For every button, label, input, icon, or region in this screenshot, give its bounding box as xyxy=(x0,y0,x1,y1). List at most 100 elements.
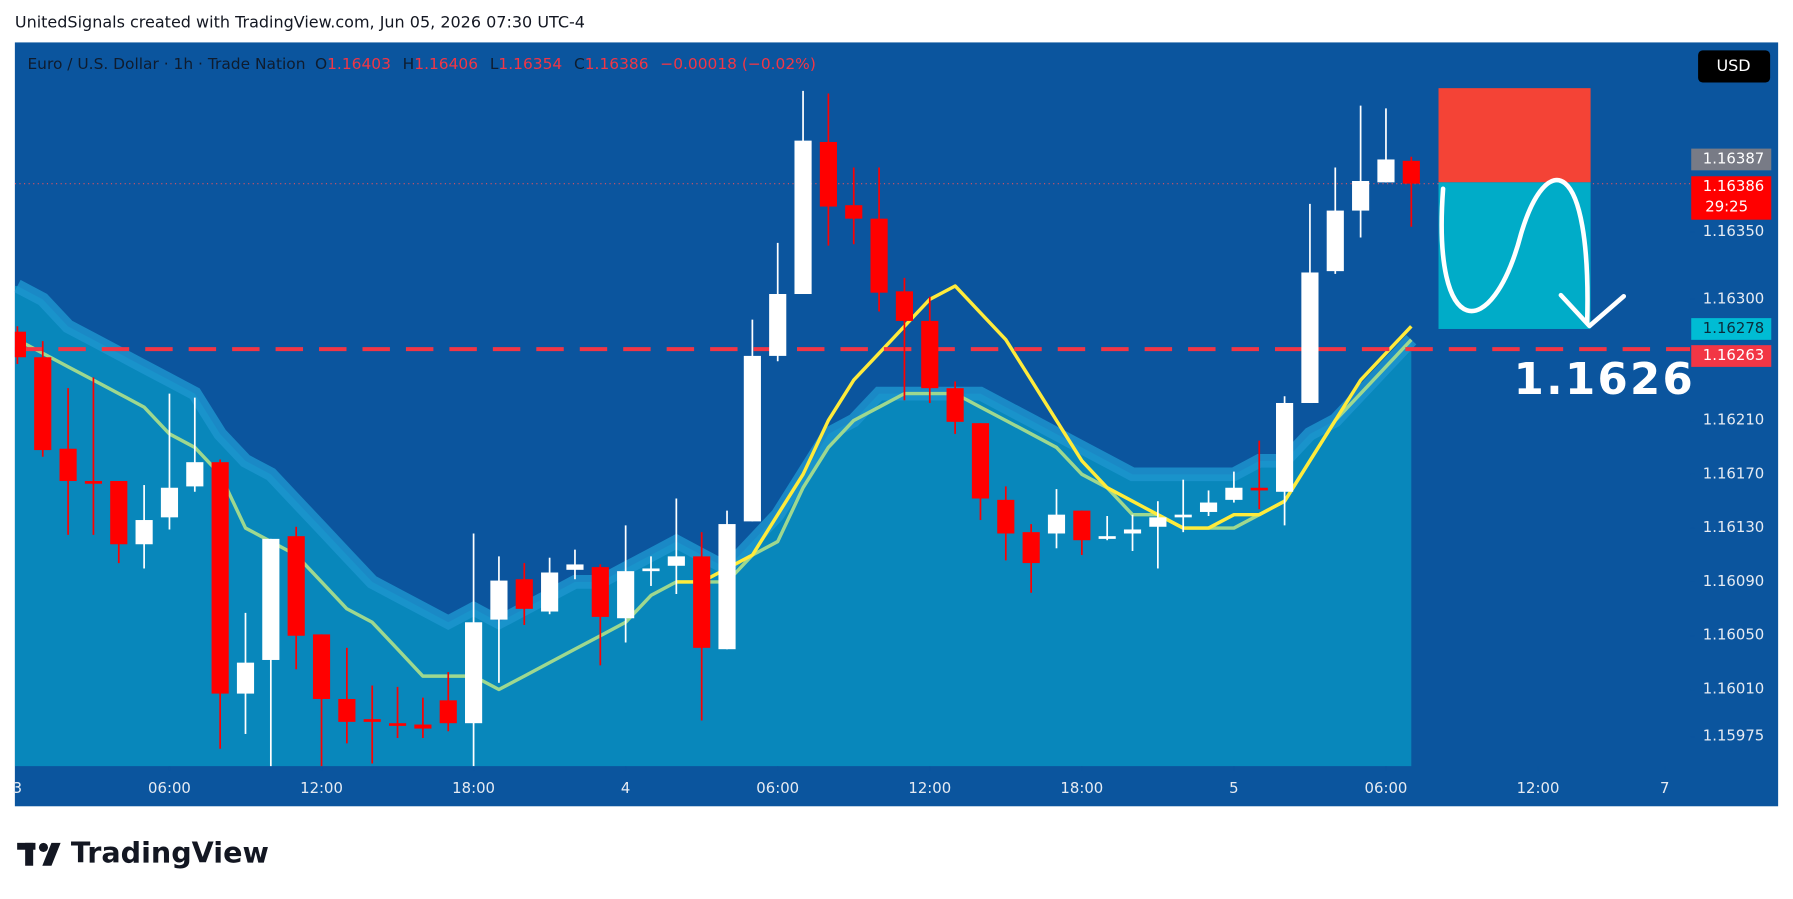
candle-body xyxy=(566,564,584,570)
x-tick-label: 06:00 xyxy=(756,779,799,797)
candle-body xyxy=(693,556,711,648)
candle-body xyxy=(769,294,787,356)
stop-zone xyxy=(1438,88,1591,183)
candle-body xyxy=(186,462,204,487)
candle-body xyxy=(34,357,52,451)
candle-body xyxy=(743,355,761,522)
legend-symbol: Euro / U.S. Dollar · 1h · Trade Nation xyxy=(27,55,305,73)
candle-body xyxy=(1047,514,1066,534)
price-label: 1.16386 xyxy=(1703,177,1764,195)
y-tick-label: 1.15975 xyxy=(1703,727,1764,745)
legend-key: O xyxy=(315,55,327,73)
level-annotation: 1.1626 xyxy=(1514,355,1695,405)
candle-body xyxy=(465,622,483,724)
candle-body xyxy=(490,580,508,620)
candle-body xyxy=(439,700,457,724)
candle-body xyxy=(591,567,609,617)
y-tick-label: 1.16210 xyxy=(1703,410,1764,428)
candle-body xyxy=(59,448,77,482)
candle-body xyxy=(287,536,305,636)
candle-body xyxy=(236,662,255,694)
candle-body xyxy=(135,520,153,545)
x-tick-label: 3 xyxy=(13,779,22,797)
x-tick-label: 18:00 xyxy=(1060,779,1103,797)
legend-change: −0.00018 (−0.02%) xyxy=(660,55,816,73)
header: UnitedSignals created with TradingView.c… xyxy=(15,12,585,31)
x-tick-label: 5 xyxy=(1229,779,1238,797)
logo-icon xyxy=(38,842,49,853)
candle-body xyxy=(1402,160,1420,184)
price-label-box xyxy=(1691,148,1772,171)
legend: Euro / U.S. Dollar · 1h · Trade Nation O… xyxy=(27,55,815,73)
area-fill xyxy=(14,285,1412,767)
candle-body xyxy=(414,724,432,729)
candle-body xyxy=(1123,529,1142,534)
candle-body xyxy=(1022,532,1040,564)
candle-body xyxy=(1073,510,1091,541)
price-countdown: 29:25 xyxy=(1705,198,1748,216)
price-label: 1.16278 xyxy=(1703,319,1764,337)
x-tick-label: 4 xyxy=(621,779,630,797)
candle-body xyxy=(1352,180,1370,211)
legend-value: 1.16386 xyxy=(585,55,649,73)
drawn-arrow-head xyxy=(1558,292,1627,329)
candle-body xyxy=(338,698,356,722)
candle-body xyxy=(1301,272,1319,403)
candle-body xyxy=(1098,536,1116,539)
y-tick-label: 1.16130 xyxy=(1703,518,1764,536)
candle-body xyxy=(997,499,1015,534)
candle-body xyxy=(388,723,407,726)
plot-area xyxy=(14,90,1691,767)
candle-body xyxy=(110,481,128,545)
candle-body xyxy=(84,481,103,484)
x-tick-label: 06:00 xyxy=(148,779,191,797)
candle-body xyxy=(794,140,812,295)
price-label-box xyxy=(1691,345,1772,367)
candle-body xyxy=(1199,502,1218,512)
candle-body xyxy=(1149,517,1167,527)
legend-value: 1.16406 xyxy=(414,55,478,73)
candle-body xyxy=(642,568,660,572)
candle-body xyxy=(541,572,559,612)
x-tick-label: 7 xyxy=(1660,779,1669,797)
x-tick-label: 18:00 xyxy=(452,779,495,797)
y-tick-label: 1.16050 xyxy=(1703,626,1764,644)
candle-body xyxy=(946,388,964,422)
y-tick-label: 1.16170 xyxy=(1703,464,1764,482)
currency[interactable]: USD xyxy=(1716,56,1750,75)
candle-body xyxy=(667,556,685,566)
candle-body xyxy=(1377,159,1395,183)
candle-body xyxy=(819,141,837,207)
x-tick-label: 12:00 xyxy=(1517,779,1560,797)
candle-body xyxy=(1276,402,1294,492)
logo xyxy=(17,842,61,866)
candle-body xyxy=(515,579,533,609)
legend-key: H xyxy=(403,55,415,73)
candle-body xyxy=(160,487,179,518)
overlay: 1.1626 1.16350 1.16300 1.16210 1.16170 1.1613… xyxy=(13,88,1772,797)
x-tick-label: 12:00 xyxy=(300,779,343,797)
logo-icon xyxy=(25,842,34,866)
candle-body xyxy=(718,524,736,650)
price-label: 1.16387 xyxy=(1703,149,1764,167)
currency-badge[interactable] xyxy=(1698,50,1771,83)
legend-key: C xyxy=(574,55,585,73)
candle-body xyxy=(1250,487,1268,491)
candle-body xyxy=(1174,514,1192,518)
candle-body xyxy=(1225,487,1243,500)
candle-body xyxy=(617,571,635,619)
candle-body xyxy=(870,218,888,293)
candle-body xyxy=(312,634,331,699)
drawn-arrow xyxy=(1439,177,1590,325)
candle-body xyxy=(262,538,280,660)
candle-body xyxy=(921,320,939,389)
candle-body xyxy=(14,331,26,358)
x-tick-label: 12:00 xyxy=(908,779,951,797)
candle-body xyxy=(895,291,914,321)
price-label: 1.16263 xyxy=(1703,346,1764,364)
logo-icon xyxy=(42,842,61,866)
y-tick-label: 1.16350 xyxy=(1703,222,1764,240)
ma-line xyxy=(676,284,1413,584)
